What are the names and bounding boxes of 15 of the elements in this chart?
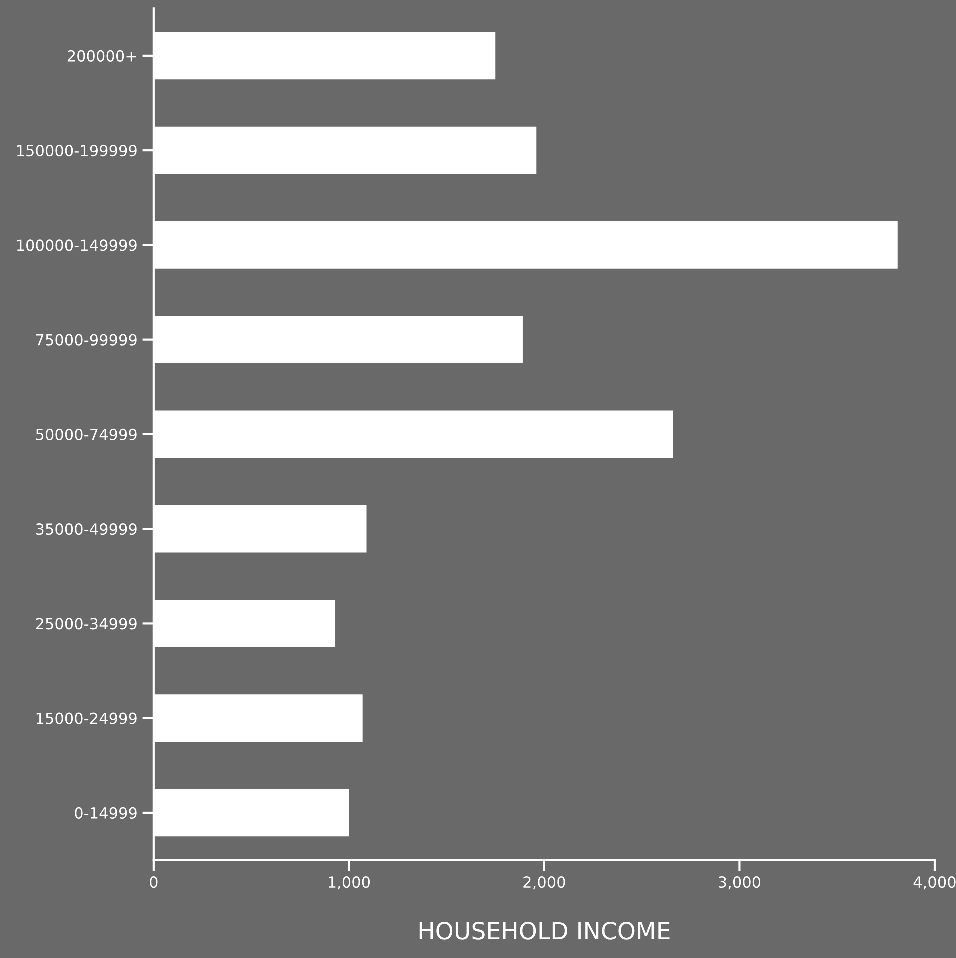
x-tick-label: 4,000 [914, 876, 956, 890]
x-tick-label: 2,000 [524, 876, 566, 890]
y-tick-label: 0-14999 [75, 807, 137, 819]
x-tick-label: 0 [150, 876, 158, 888]
x-tick-label: 1,000 [328, 876, 370, 890]
y-tick-label: 75000-99999 [36, 334, 137, 346]
y-tick-label: 100000-149999 [17, 240, 137, 252]
y-tick-label: 25000-34999 [36, 618, 137, 630]
y-tick-label: 35000-49999 [36, 524, 137, 536]
y-tick-label: 150000-199999 [17, 145, 137, 157]
x-tick-label: 3,000 [719, 876, 761, 890]
y-tick-label: 50000-74999 [36, 428, 137, 440]
x-axis-title: HOUSEHOLD INCOME [420, 922, 670, 940]
y-tick-label: 200000+ [68, 50, 136, 62]
y-tick-label: 15000-24999 [36, 712, 137, 724]
